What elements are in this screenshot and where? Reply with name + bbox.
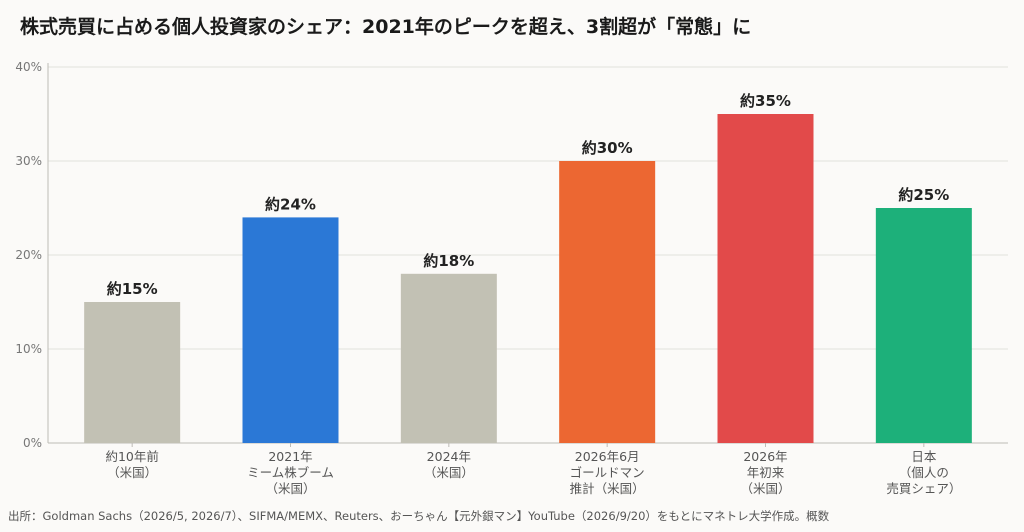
x-tick-label: 2026年年初来（米国） — [740, 449, 790, 496]
data-label: 約18% — [423, 252, 474, 270]
x-tick-label: 2021年ミーム株ブーム（米国） — [247, 449, 334, 496]
bar — [559, 161, 656, 443]
y-tick-label: 0% — [23, 436, 42, 450]
x-tick-label: 約10年前（米国） — [105, 449, 158, 480]
y-tick-label: 40% — [15, 60, 42, 74]
y-tick-label: 20% — [15, 248, 42, 262]
y-tick-label: 30% — [15, 154, 42, 168]
data-label: 約35% — [740, 92, 791, 110]
bar — [717, 114, 814, 443]
data-label: 約30% — [582, 139, 633, 157]
bar — [84, 302, 181, 443]
y-tick-label: 10% — [15, 342, 42, 356]
data-label: 約15% — [107, 280, 158, 298]
chart-title: 株式売買に占める個人投資家のシェア：2021年のピークを超え、3割超が「常態」に — [20, 16, 752, 38]
bar — [875, 208, 972, 443]
x-tick-label: 2024年（米国） — [424, 449, 474, 480]
data-label: 約24% — [265, 195, 316, 213]
bar — [400, 273, 497, 443]
x-tick-label: 日本（個人の売買シェア） — [886, 449, 961, 496]
source-note: 出所：Goldman Sachs（2026/5, 2026/7）、SIFMA/M… — [8, 509, 830, 523]
bar — [242, 217, 339, 443]
x-tick-label: 2026年6月ゴールドマン推計（米国） — [570, 449, 645, 496]
data-label: 約25% — [898, 186, 949, 204]
